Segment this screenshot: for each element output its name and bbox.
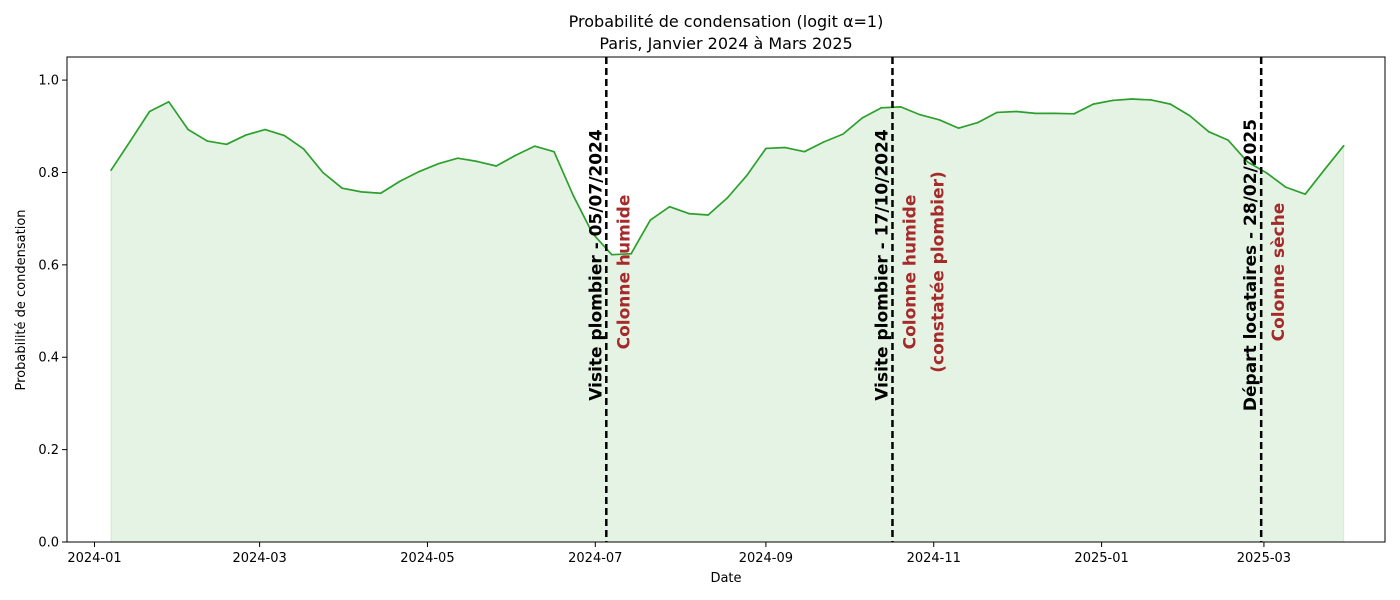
data-point xyxy=(245,134,247,136)
data-point xyxy=(553,150,555,153)
event-label: Visite plombier - 17/10/2024 xyxy=(872,129,892,401)
data-point xyxy=(784,146,786,149)
x-tick-label: 2025-01 xyxy=(1074,551,1128,566)
data-point xyxy=(1150,99,1152,101)
y-tick-label: 0.0 xyxy=(38,536,59,551)
y-tick-label: 0.6 xyxy=(38,258,59,273)
data-point xyxy=(1054,112,1056,115)
y-axis-label: Probabilité de condensation xyxy=(14,209,29,390)
data-point xyxy=(976,121,979,124)
y-tick-label: 1.0 xyxy=(38,74,59,89)
y-tick-label: 0.4 xyxy=(38,351,59,366)
data-point xyxy=(688,212,690,215)
data-point xyxy=(456,157,459,159)
chart-title: Probabilité de condensation (logit α=1) xyxy=(569,12,884,31)
data-point xyxy=(148,110,151,113)
x-tick-label: 2024-09 xyxy=(739,551,793,566)
data-point xyxy=(302,148,305,150)
chart-subtitle: Paris, Janvier 2024 à Mars 2025 xyxy=(599,34,852,53)
data-point xyxy=(1073,113,1075,115)
x-tick-label: 2025-03 xyxy=(1237,551,1291,566)
event-status-label: (constatée plombier) xyxy=(928,171,948,373)
data-point xyxy=(1285,186,1287,189)
event-label: Départ locataires - 28/02/2025 xyxy=(1241,119,1261,411)
plot-frame xyxy=(66,56,1386,543)
data-point xyxy=(1131,98,1133,100)
data-point xyxy=(1265,172,1268,174)
series-area-fill xyxy=(110,98,1345,543)
data-point xyxy=(206,140,209,142)
data-point xyxy=(399,180,401,183)
data-point xyxy=(1111,99,1114,102)
x-axis-label: Date xyxy=(710,571,741,586)
data-point xyxy=(1323,168,1326,171)
data-point xyxy=(476,160,478,163)
data-point xyxy=(379,192,382,195)
data-point xyxy=(572,194,575,197)
data-point xyxy=(938,119,941,121)
data-point xyxy=(1342,144,1345,147)
data-point xyxy=(418,170,421,173)
x-tick-label: 2024-11 xyxy=(907,551,961,566)
data-point xyxy=(996,111,998,114)
data-point xyxy=(1015,110,1018,113)
data-point xyxy=(129,140,132,142)
data-point xyxy=(822,141,825,143)
y-tick-label: 0.8 xyxy=(38,166,59,181)
data-point xyxy=(1304,193,1306,195)
data-point xyxy=(341,187,343,189)
data-point xyxy=(437,162,440,165)
x-tick-label: 2024-01 xyxy=(67,551,121,566)
data-point xyxy=(765,147,767,150)
data-point xyxy=(283,134,286,137)
data-point xyxy=(1227,139,1229,141)
event-label: Visite plombier - 05/07/2024 xyxy=(586,129,606,401)
data-point xyxy=(187,128,189,131)
data-point xyxy=(649,219,652,221)
y-axis-ticks: 0.0 0.2 0.4 0.6 0.8 1.0 xyxy=(38,74,67,551)
data-point xyxy=(168,101,170,103)
data-point xyxy=(322,171,324,174)
data-point xyxy=(668,205,671,208)
data-point xyxy=(726,197,729,199)
data-point xyxy=(591,232,594,235)
data-point xyxy=(842,133,844,135)
event-status-label: Colonne humide xyxy=(614,195,634,350)
data-point xyxy=(1188,114,1191,117)
data-point xyxy=(707,214,709,216)
data-point xyxy=(110,169,112,171)
data-point xyxy=(1208,131,1210,133)
data-point xyxy=(495,165,498,167)
data-point xyxy=(745,174,748,177)
x-tick-label: 2024-05 xyxy=(400,551,454,566)
data-point xyxy=(264,128,266,131)
data-point xyxy=(225,143,228,146)
data-point xyxy=(1034,112,1037,115)
data-point xyxy=(533,145,536,147)
data-point xyxy=(880,107,883,109)
data-point xyxy=(957,127,960,129)
data-point xyxy=(861,117,863,119)
data-point xyxy=(611,253,613,256)
x-axis-ticks: 2024-01 2024-03 2024-05 2024-07 2024-09 2024-… xyxy=(67,542,1291,566)
data-point xyxy=(360,191,363,193)
x-tick-label: 2024-07 xyxy=(568,551,622,566)
data-point xyxy=(514,154,517,157)
y-tick-label: 0.2 xyxy=(38,443,59,458)
data-point xyxy=(803,150,806,153)
x-tick-label: 2024-03 xyxy=(232,551,286,566)
data-point xyxy=(1246,161,1249,163)
data-point xyxy=(919,113,921,116)
data-point xyxy=(630,252,632,255)
event-annotations: Visite plombier - 05/07/2024 Colonne humi… xyxy=(586,57,1289,542)
data-point xyxy=(899,106,902,108)
data-point xyxy=(1092,103,1095,105)
plot-area xyxy=(110,98,1345,543)
event-status-label: Colonne humide xyxy=(900,195,920,350)
event-status-label: Colonne sèche xyxy=(1269,203,1289,342)
data-point xyxy=(1169,103,1172,105)
